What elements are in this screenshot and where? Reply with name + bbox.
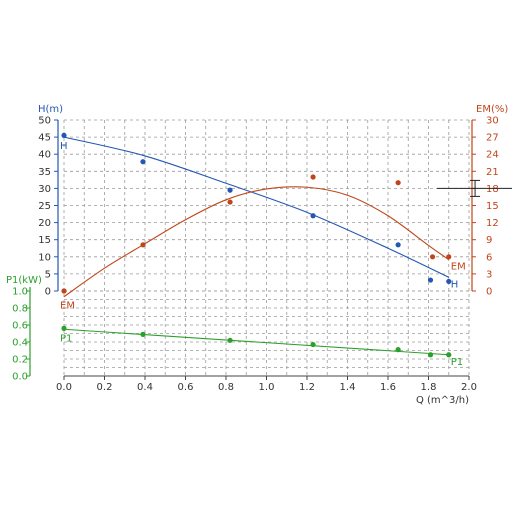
p1-data-point — [140, 331, 146, 337]
em-tick-label: 21 — [486, 167, 499, 178]
p1-data-point — [227, 337, 233, 343]
h-tick-label: 25 — [38, 201, 51, 212]
em-tick-label: 6 — [486, 252, 492, 263]
h-curve-start-label: H — [60, 141, 68, 152]
h-data-point — [140, 159, 146, 165]
x-tick-label: 1.0 — [259, 382, 275, 393]
p1-tick-label: 0.6 — [12, 321, 28, 332]
p1-curve-start-label: P1 — [60, 333, 72, 344]
h-tick-label: 10 — [38, 252, 51, 263]
h-tick-label: 5 — [45, 269, 51, 280]
grid — [63, 119, 470, 377]
em-data-point — [227, 199, 233, 205]
p1-tick-label: 1.0 — [12, 287, 28, 298]
em-tick-label: 27 — [486, 133, 499, 144]
h-tick-label: 20 — [38, 218, 51, 229]
em-data-point — [395, 180, 401, 186]
em-curve-start-label: EM — [60, 301, 75, 312]
labels: H H EM EM P1 P1 — [60, 141, 512, 368]
h-data-point — [61, 132, 67, 138]
p1-data-point — [310, 341, 316, 348]
em-tick-label: 9 — [486, 235, 492, 246]
h-data-point — [427, 277, 434, 283]
em-tick-label: 24 — [486, 150, 499, 161]
em-tick-label: 18 — [486, 184, 499, 195]
h-tick-label: 40 — [38, 150, 51, 161]
x-tick-label: 2.0 — [461, 382, 477, 393]
h-data-point — [310, 213, 316, 219]
p1-tick-label: 0.4 — [12, 338, 28, 349]
p1-tick-label: 0.2 — [12, 355, 28, 366]
x-tick-label: 1.4 — [340, 382, 356, 393]
axes: 0 5 10 15 20 25 30 35 40 45 50H(m) 0 3 6 9 12 15 18 21 24 27… — [6, 104, 508, 406]
x-tick-label: 0.8 — [218, 382, 234, 393]
x-tick-label: 0.6 — [178, 382, 194, 393]
p1-axis-label: P1(kW) — [6, 275, 42, 286]
x-tick-label: 1.2 — [299, 382, 315, 393]
h-tick-label: 45 — [38, 133, 51, 144]
h-data-point — [395, 242, 401, 248]
h-tick-label: 50 — [38, 116, 51, 127]
h-tick-label: 30 — [38, 184, 51, 195]
p1-curve — [63, 328, 449, 356]
p1-data-point — [395, 347, 401, 353]
em-data-point — [446, 254, 452, 260]
x-tick-label: 1.6 — [380, 382, 396, 393]
em-curve-end-label: EM — [451, 262, 466, 273]
em-data-point — [61, 288, 67, 294]
em-data-point — [429, 254, 436, 260]
p1-data-point — [446, 352, 452, 358]
h-tick-label: 35 — [38, 167, 51, 178]
x-tick-label: 1.8 — [421, 382, 437, 393]
p1-curve-end-label: P1 — [451, 357, 463, 368]
em-data-point — [140, 242, 146, 248]
em-tick-label: 0 — [486, 287, 492, 298]
h-axis-label: H(m) — [38, 104, 63, 115]
points — [61, 132, 452, 358]
x-tick-label: 0.4 — [137, 382, 153, 393]
em-tick-label: 15 — [486, 201, 499, 212]
h-tick-label: 0 — [45, 287, 51, 298]
em-tick-label: 30 — [486, 116, 499, 127]
x-tick-label: 0.0 — [56, 382, 72, 393]
p1-data-point — [427, 352, 434, 358]
operating-point-marker — [437, 179, 512, 197]
h-curve-end-label: H — [451, 279, 459, 290]
p1-data-point — [61, 325, 67, 331]
em-axis-label: EM(%) — [476, 104, 508, 115]
h-tick-label: 15 — [38, 235, 51, 246]
h-data-point — [446, 278, 452, 285]
curves — [63, 136, 450, 356]
p1-tick-label: 0.8 — [12, 304, 28, 315]
em-tick-label: 12 — [486, 218, 499, 229]
em-tick-label: 3 — [486, 269, 492, 280]
em-curve — [63, 186, 450, 298]
x-axis-label: Q (m^3/h) — [416, 395, 469, 406]
p1-tick-label: 0.0 — [12, 372, 28, 383]
h-data-point — [227, 187, 233, 193]
h-curve — [63, 136, 449, 278]
x-tick-label: 0.2 — [97, 382, 113, 393]
em-data-point — [310, 174, 316, 180]
